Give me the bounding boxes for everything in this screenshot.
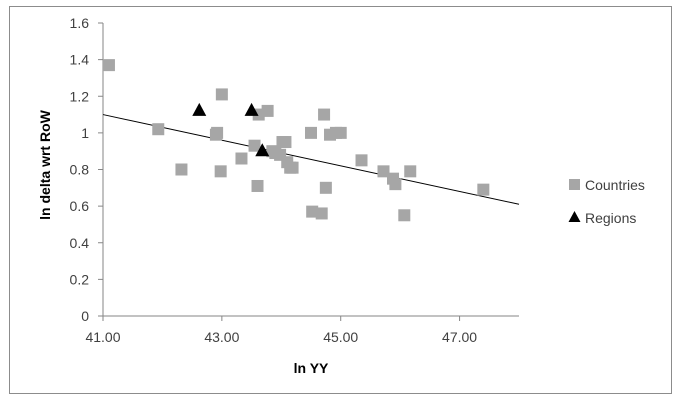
country-point [306, 205, 319, 218]
y-tick-label: 1.2 [70, 88, 90, 104]
x-ticks: 41.00 43.00 45.00 47.00 [85, 316, 477, 345]
country-point [404, 165, 417, 178]
y-ticks: 0 0.2 0.4 0.6 0.8 1 1.2 1.4 1.6 [70, 15, 103, 324]
country-point [251, 179, 264, 192]
country-point [318, 108, 331, 121]
trendline [102, 114, 520, 205]
y-tick-label: 1 [81, 125, 89, 141]
y-tick-label: 0.2 [70, 271, 90, 287]
region-point [244, 102, 259, 116]
country-point [334, 126, 347, 139]
x-tick-label: 41.00 [85, 329, 120, 345]
x-tick-label: 47.00 [442, 329, 477, 345]
country-point [152, 123, 165, 136]
y-tick-label: 1.6 [70, 15, 90, 31]
y-tick-label: 0.6 [70, 198, 90, 214]
legend-regions-marker [568, 211, 581, 222]
y-tick-label: 1.4 [70, 52, 90, 68]
x-tick-label: 45.00 [323, 329, 358, 345]
chart-frame [9, 6, 672, 394]
country-point [215, 88, 228, 101]
y-axis-title: ln delta wrt RoW [37, 109, 53, 219]
country-point [235, 152, 248, 165]
y-tick-label: 0.4 [70, 235, 90, 251]
country-point [305, 126, 317, 139]
country-point [214, 165, 227, 178]
country-point [286, 161, 299, 174]
trendline-group [102, 114, 520, 205]
legend-regions-label: Regions [585, 210, 636, 226]
country-point [315, 207, 328, 220]
country-point [319, 181, 332, 194]
legend: Countries Regions [568, 177, 645, 226]
country-point [279, 136, 292, 149]
region-point [255, 143, 270, 157]
y-tick-label: 0.8 [70, 162, 90, 178]
region-point [192, 102, 207, 116]
axes [102, 23, 519, 317]
country-point [477, 183, 490, 196]
legend-countries-label: Countries [585, 177, 645, 193]
legend-countries-marker [569, 179, 580, 190]
country-point [211, 126, 224, 139]
y-tick-label: 0 [81, 308, 89, 324]
country-point [102, 59, 115, 72]
x-tick-label: 43.00 [204, 329, 239, 345]
country-point [398, 209, 411, 222]
country-point [389, 178, 402, 191]
country-point [355, 154, 368, 167]
country-point [261, 104, 274, 117]
x-axis-title: ln YY [294, 360, 329, 376]
country-point [175, 163, 188, 176]
data-points [102, 59, 490, 222]
country-point [248, 139, 261, 152]
country-point [377, 165, 390, 178]
